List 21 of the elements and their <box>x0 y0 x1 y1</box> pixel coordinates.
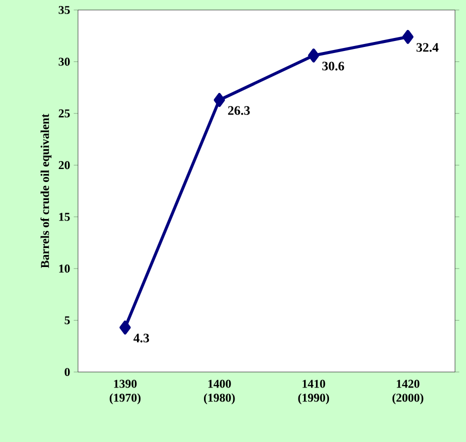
point <box>120 320 131 334</box>
point <box>402 30 414 44</box>
y-tick-label: 10 <box>59 264 70 273</box>
y-tick-label: 25 <box>58 109 70 118</box>
x-tick-label: 1410 (1990) <box>298 380 330 404</box>
point <box>308 48 320 62</box>
x-tick-label: 1400 (1980) <box>204 380 235 404</box>
y-tick-label: 30 <box>58 58 70 66</box>
x-tick-label: 1390 (1970) <box>110 380 141 404</box>
data-label: 30.6 <box>322 62 344 70</box>
y-tick-label: 0 <box>64 368 70 376</box>
y-tick-label: 35 <box>58 6 70 14</box>
y-tick-label: 5 <box>64 316 70 324</box>
y-tick-label: 15 <box>59 212 70 221</box>
point <box>214 93 225 107</box>
x-tick-label: 1420 (2000) <box>392 380 424 404</box>
y-axis-title: Barrels of crude oil equivalent <box>40 114 52 268</box>
data-label: 32.4 <box>416 43 438 52</box>
data-label: 26.3 <box>228 106 250 115</box>
data-label: 4.3 <box>133 334 150 342</box>
y-tick-label: 20 <box>58 161 70 170</box>
